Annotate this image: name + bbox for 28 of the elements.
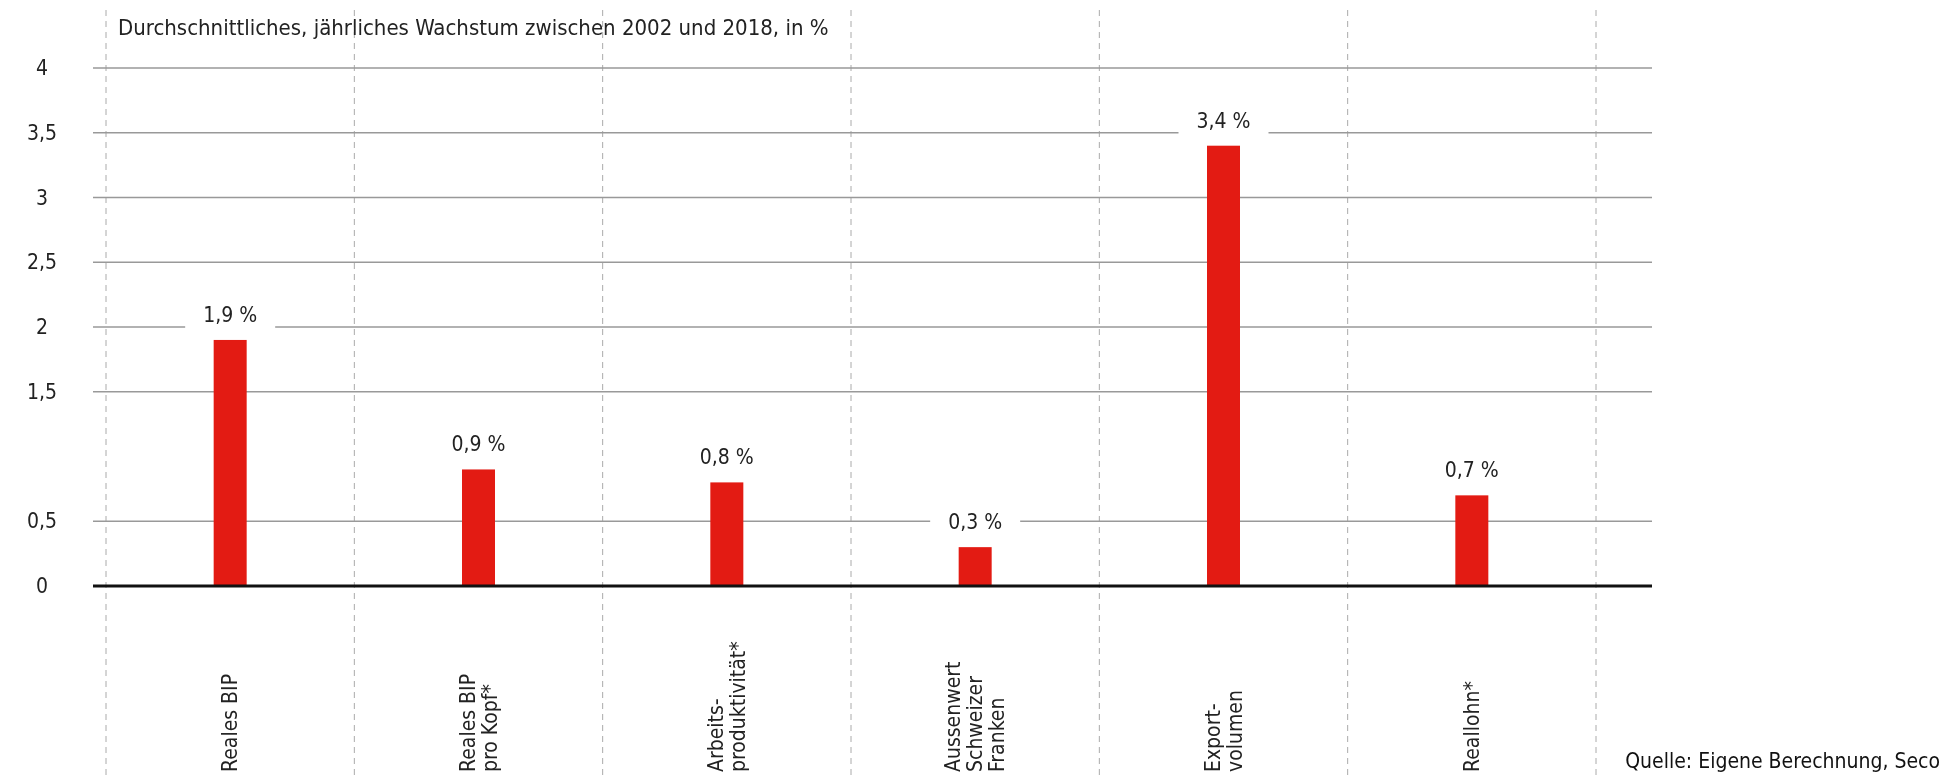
bar	[958, 547, 992, 586]
bar	[1455, 495, 1489, 586]
x-tick-label: Reallohn*	[1459, 681, 1484, 772]
data-label: 0,7 %	[1444, 458, 1499, 483]
y-tick-label: 2	[35, 315, 49, 340]
x-tick-label: Reales BIP	[218, 673, 243, 772]
y-tick-label: 3	[35, 185, 49, 210]
bar	[213, 339, 247, 586]
chart-title: Durchschnittliches, jährliches Wachstum zwischen 2002 und 2018, in %	[118, 15, 829, 40]
x-tick-label: Aussenwert Schweizer Franken	[941, 661, 1010, 772]
x-tick-label: Reales BIP pro Kopf*	[455, 673, 502, 772]
bar	[1207, 145, 1240, 586]
bar	[462, 469, 495, 586]
x-tick-label: Export- volumen	[1200, 690, 1247, 772]
y-tick-label: 0	[35, 574, 49, 599]
data-label: 3,4 %	[1196, 108, 1251, 133]
data-label: 0,8 %	[699, 445, 754, 470]
y-tick-label: 1,5	[26, 379, 58, 404]
data-label: 1,9 %	[203, 302, 258, 327]
bar	[710, 482, 744, 586]
y-tick-label: 0,5	[26, 509, 58, 534]
data-label: 0,3 %	[948, 510, 1003, 535]
y-tick-label: 4	[35, 56, 49, 81]
y-tick-label: 2,5	[26, 250, 58, 275]
y-tick-label: 3,5	[26, 120, 58, 145]
x-tick-label: Arbeits- produktivität*	[703, 641, 750, 772]
data-label: 0,9 %	[451, 432, 506, 457]
source-note: Quelle: Eigene Berechnung, Seco	[1625, 749, 1940, 773]
